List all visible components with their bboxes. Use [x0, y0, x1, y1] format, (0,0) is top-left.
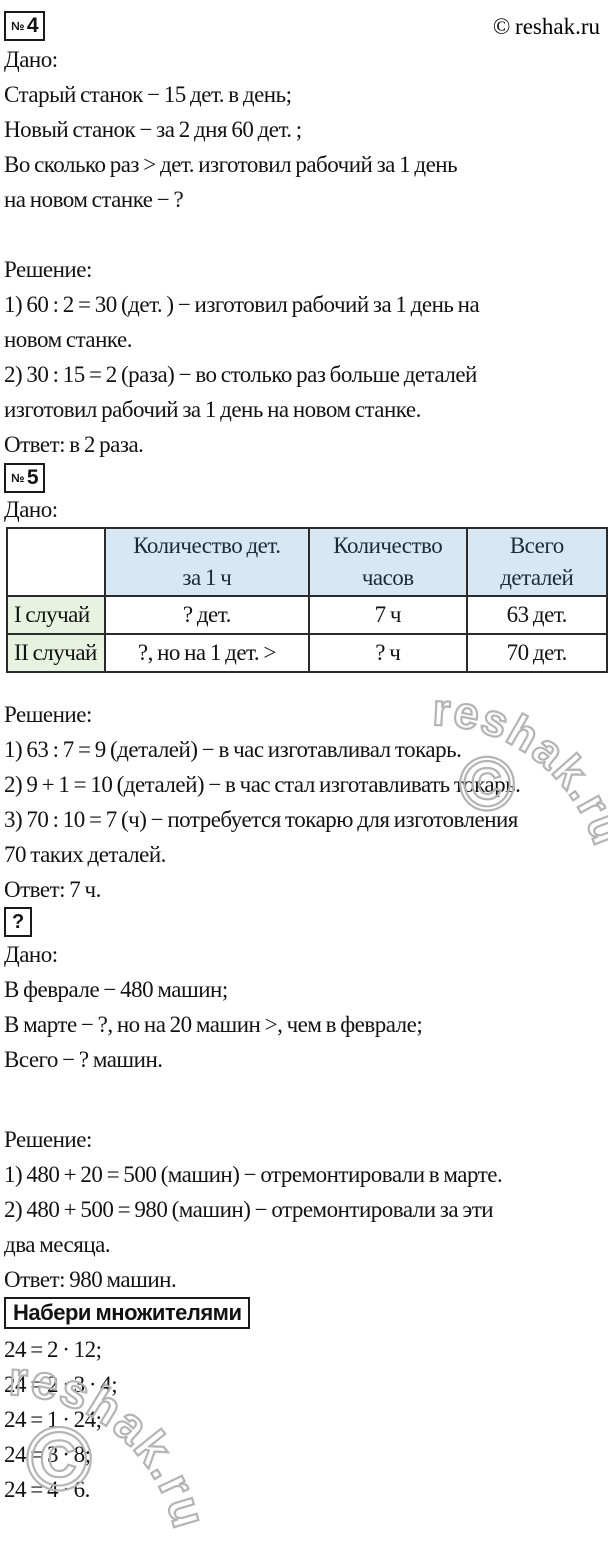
problem-extra-badge: ?	[4, 907, 32, 937]
problem4-given-line: Во сколько раз > дет. изготовил рабочий …	[4, 152, 458, 177]
problem5-badge-row: № 5	[4, 462, 608, 493]
table-row: I случай ? дет. 7 ч 63 дет.	[6, 595, 608, 635]
problem5-solution-line: 70 таких деталей.	[4, 842, 166, 867]
problem-extra-given-line: Всего − ? машин.	[4, 1047, 163, 1072]
factors-line: 24 = 1 · 24;	[4, 1407, 102, 1432]
spacer	[4, 673, 608, 697]
problem-extra-given-label: Дано:	[4, 942, 58, 967]
problem4-number: 4	[26, 14, 39, 37]
site-copyright: © reshak.ru	[492, 14, 600, 39]
table-header-row: Количество дет. за 1 ч Количество часов …	[6, 527, 608, 597]
problem-extra-solution-label: Решение:	[4, 1127, 92, 1152]
cell-case2-total: 70 дет.	[465, 633, 608, 673]
problem4-solution-line: 2) 30 : 15 = 2 (раза) − во столько раз б…	[4, 362, 477, 387]
cell-case1-qty: ? дет.	[103, 595, 310, 635]
factors-line: 24 = 3 · 8;	[4, 1442, 91, 1467]
problem4-number-badge: № 4	[4, 11, 46, 41]
problem4-solution-line: 1) 60 : 2 = 30 (дет. ) − изготовил рабоч…	[4, 292, 480, 317]
cell-case1-hours: 7 ч	[307, 595, 468, 635]
spacer	[4, 1077, 608, 1122]
header-line: за 1 ч	[182, 565, 232, 590]
problem-extra-badge-row: ?	[4, 907, 608, 937]
problem4-answer: Ответ: в 2 раза.	[4, 432, 144, 457]
numero-sign: №	[11, 471, 24, 485]
problem5-solution-line: 1) 63 : 7 = 9 (деталей) − в час изготавл…	[4, 737, 462, 762]
factors-title-badge: Набери множителями	[4, 1297, 251, 1329]
problem5-number-badge: № 5	[4, 463, 46, 493]
problem5-solution-line: 2) 9 + 1 = 10 (деталей) − в час стал изг…	[4, 772, 521, 797]
problem4-given-label: Дано:	[4, 47, 58, 72]
problem4-given-line: Старый станок − 15 дет. в день;	[4, 82, 292, 107]
factors-title-row: Набери множителями	[4, 1297, 608, 1329]
problem4-solution-line: новом станке.	[4, 327, 133, 352]
problem-extra-solution-line: 2) 480 + 500 = 980 (машин) − отремонтиро…	[4, 1197, 494, 1222]
factors-line: 24 = 2 · 12;	[4, 1337, 102, 1362]
factors-line: 24 = 4 · 6.	[4, 1477, 90, 1502]
problem4-given-line: на новом станке − ?	[4, 187, 184, 212]
header-line: Всего	[509, 533, 564, 558]
factors-line: 24 = 2 · 3 · 4;	[4, 1372, 118, 1397]
problem4-solution-label: Решение:	[4, 257, 92, 282]
problem-extra-given-line: В марте − ?, но на 20 машин >, чем в фев…	[4, 1012, 423, 1037]
problem-extra-solution-line: два месяца.	[4, 1232, 111, 1257]
cell-case2-hours: ? ч	[307, 633, 468, 673]
row-label-case1: I случай	[6, 595, 106, 635]
problem4-solution-line: изготовил рабочий за 1 день на новом ста…	[4, 397, 421, 422]
problem-extra-solution-line: 1) 480 + 20 = 500 (машин) − отремонтиров…	[4, 1162, 503, 1187]
numero-sign: №	[11, 19, 24, 33]
header-line: часов	[361, 565, 414, 590]
problem5-answer: Ответ: 7 ч.	[4, 877, 101, 902]
header-line: Количество дет.	[133, 533, 281, 558]
problem5-data-table: Количество дет. за 1 ч Количество часов …	[6, 527, 608, 673]
problem5-given-label: Дано:	[4, 497, 58, 522]
cell-case1-total: 63 дет.	[465, 595, 608, 635]
table-header-empty-cell	[6, 527, 106, 597]
worksheet-page: © reshak.ru № 4 Дано: Старый станок − 15 …	[0, 10, 608, 1536]
problem-extra-answer: Ответ: 980 машин.	[4, 1267, 177, 1292]
table-header-hours: Количество часов	[307, 527, 468, 597]
spacer	[4, 217, 608, 252]
row-label-case2: II случай	[6, 633, 106, 673]
cell-case2-qty: ?, но на 1 дет. >	[103, 633, 310, 673]
problem4-given-line: Новый станок − за 2 дня 60 дет. ;	[4, 117, 302, 142]
problem5-solution-line: 3) 70 : 10 = 7 (ч) − потребуется токарю …	[4, 807, 518, 832]
problem5-solution-label: Решение:	[4, 702, 92, 727]
table-header-total: Всего деталей	[465, 527, 608, 597]
problem-extra-given-line: В феврале − 480 машин;	[4, 977, 228, 1002]
problem5-number: 5	[26, 466, 39, 489]
header-line: Количество	[333, 533, 443, 558]
table-row: II случай ?, но на 1 дет. > ? ч 70 дет.	[6, 633, 608, 673]
header-line: деталей	[500, 565, 574, 590]
problem4-badge-row: № 4	[4, 10, 608, 41]
table-header-qty-per-hour: Количество дет. за 1 ч	[103, 527, 310, 597]
